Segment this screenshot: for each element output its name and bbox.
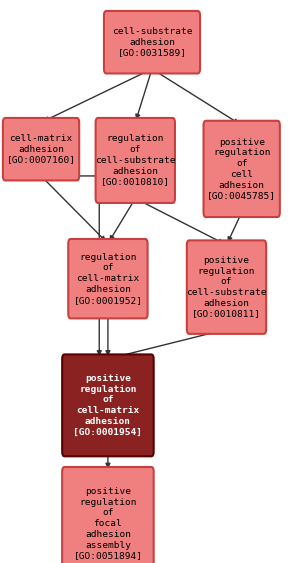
Text: positive
regulation
of
cell-matrix
adhesion
[GO:0001954]: positive regulation of cell-matrix adhes…	[74, 374, 142, 437]
FancyBboxPatch shape	[104, 11, 200, 73]
FancyBboxPatch shape	[62, 467, 154, 563]
FancyBboxPatch shape	[68, 239, 147, 318]
FancyBboxPatch shape	[95, 118, 175, 203]
Text: cell-matrix
adhesion
[GO:0007160]: cell-matrix adhesion [GO:0007160]	[7, 134, 75, 164]
Text: positive
regulation
of
cell
adhesion
[GO:0045785]: positive regulation of cell adhesion [GO…	[207, 137, 276, 200]
FancyBboxPatch shape	[187, 240, 266, 334]
FancyBboxPatch shape	[62, 355, 154, 456]
Text: positive
regulation
of
cell-substrate
adhesion
[GO:0010811]: positive regulation of cell-substrate ad…	[186, 256, 267, 319]
Text: cell-substrate
adhesion
[GO:0031589]: cell-substrate adhesion [GO:0031589]	[112, 27, 192, 57]
Text: regulation
of
cell-substrate
adhesion
[GO:0010810]: regulation of cell-substrate adhesion [G…	[95, 135, 175, 186]
Text: regulation
of
cell-matrix
adhesion
[GO:0001952]: regulation of cell-matrix adhesion [GO:0…	[74, 253, 142, 305]
Text: positive
regulation
of
focal
adhesion
assembly
[GO:0051894]: positive regulation of focal adhesion as…	[74, 487, 142, 560]
FancyBboxPatch shape	[204, 121, 280, 217]
FancyBboxPatch shape	[3, 118, 79, 180]
